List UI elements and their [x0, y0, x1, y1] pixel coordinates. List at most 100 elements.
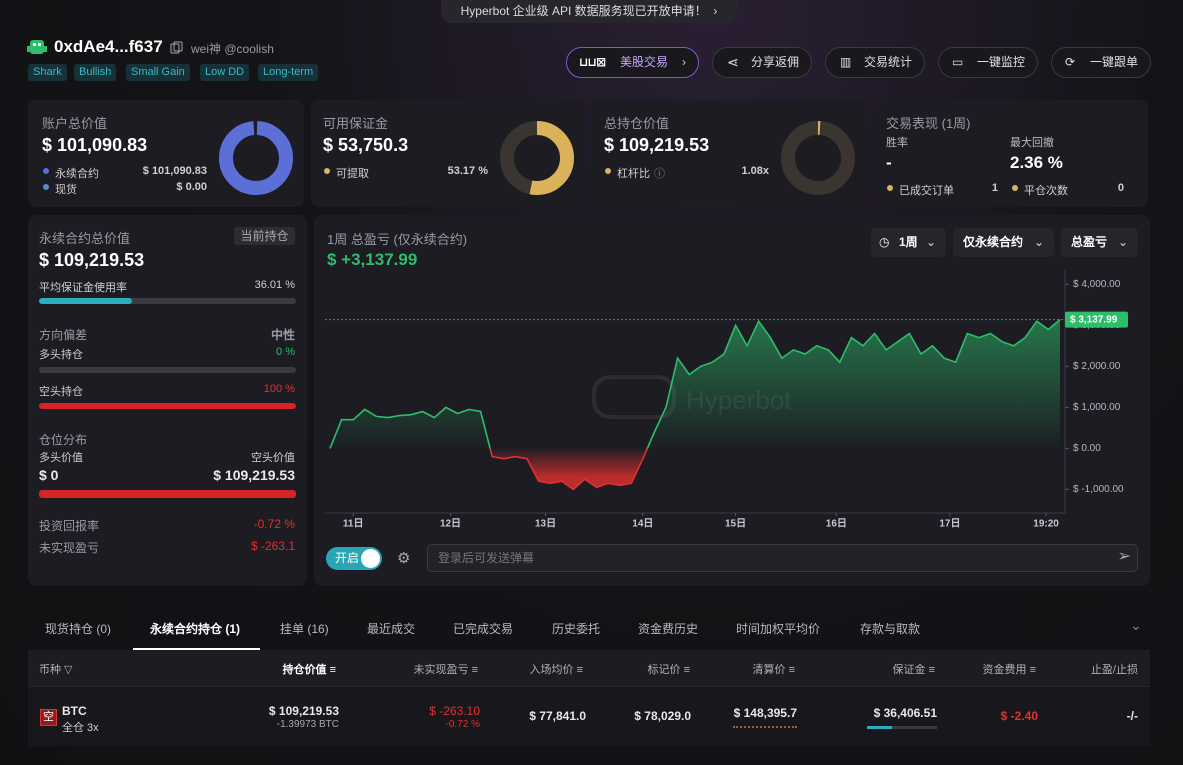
header-label: 币种 — [39, 664, 61, 676]
legend-dot — [605, 168, 611, 174]
banner[interactable]: Hyperbot 企业级 API 数据服务现已开放申请！ › — [441, 0, 737, 23]
legend-dot — [887, 185, 893, 191]
legend-dot — [43, 168, 49, 174]
liquidation-price: $ 148,395.7 — [733, 706, 797, 720]
row-value: 53.17 % — [447, 165, 488, 177]
row-value: 1 — [991, 182, 998, 194]
row-label: 现货 — [55, 184, 77, 196]
us-stock-button[interactable]: ⊔⊔⊠ 美股交易 › — [566, 47, 699, 78]
monitor-button[interactable]: ▭ 一键监控 — [938, 47, 1038, 78]
column-header[interactable]: 币种 ▽ — [39, 664, 73, 676]
tab[interactable]: 资金费历史 — [638, 622, 699, 636]
label: 空头持仓 — [39, 386, 83, 398]
label: 未实现盈亏 — [39, 541, 100, 555]
row-value: 0 — [1117, 182, 1124, 194]
value: 中性 — [270, 328, 295, 342]
header-label: 资金费用 — [982, 664, 1027, 676]
settings-icon[interactable]: ⚙ — [397, 550, 411, 567]
column-header[interactable]: 保证金 ≡ — [892, 664, 935, 676]
column-header[interactable]: 入场均价 ≡ — [529, 664, 583, 676]
position-donut-track — [781, 121, 855, 195]
button-label: 交易统计 — [864, 55, 913, 69]
dropdown-label: 1周 — [899, 235, 918, 249]
column-header[interactable]: 持仓价值 ≡ — [282, 664, 336, 676]
stat-label: 胜率 — [886, 137, 908, 149]
stat-label: 最大回撤 — [1010, 137, 1054, 149]
button-label: 一键监控 — [977, 55, 1026, 69]
label: 多头持仓 — [39, 349, 83, 361]
chart-panel — [314, 215, 1150, 586]
tp-sl[interactable]: -/- — [1126, 709, 1138, 723]
tab[interactable]: 挂单 (16) — [280, 622, 329, 636]
dropdown-label: 仅永续合约 — [963, 235, 1024, 249]
coin[interactable]: BTC — [62, 704, 87, 718]
active-tab-underline — [133, 648, 260, 650]
tag: Bullish — [74, 64, 117, 81]
scope-dropdown[interactable]: 仅永续合约 ⌄ — [953, 228, 1054, 257]
side-badge: 空 — [40, 709, 57, 726]
tab[interactable]: 历史委托 — [552, 622, 601, 636]
danmaku-toggle[interactable]: 开启 — [326, 547, 382, 570]
dropdown-label: 总盈亏 — [1071, 235, 1108, 249]
placeholder: 登录后可发送弹幕 — [438, 551, 535, 565]
card-title: 交易表现 (1周) — [886, 116, 971, 131]
header-label: 止盈/止损 — [1090, 664, 1138, 676]
period-dropdown[interactable]: ◷ 1周 ⌄ — [871, 228, 946, 257]
tab[interactable]: 已完成交易 — [453, 622, 514, 636]
position-size: -1.39973 BTC — [276, 719, 339, 730]
header-label: 保证金 — [892, 664, 926, 676]
stats-button[interactable]: ▥ 交易统计 — [825, 47, 925, 78]
column-header[interactable]: 标记价 ≡ — [647, 664, 690, 676]
danmaku-input[interactable]: 登录后可发送弹幕 ➢ — [427, 544, 1138, 572]
donuts — [219, 120, 855, 195]
row-label: 可提取 — [336, 168, 369, 180]
value: $ -263.1 — [250, 539, 295, 553]
margin-donut — [500, 121, 574, 195]
header-label: 标记价 — [647, 664, 681, 676]
value: 36.01 % — [254, 279, 295, 291]
label: 投资回报率 — [39, 519, 100, 533]
upnl-roi: -0.72 % — [445, 719, 480, 730]
copy-icon[interactable] — [170, 41, 183, 54]
row-value: 1.08x — [741, 165, 769, 177]
stat-value: 2.36 % — [1010, 153, 1063, 172]
toggle-label: 开启 — [335, 551, 360, 565]
column-header[interactable]: 清算价 ≡ — [752, 664, 795, 676]
value: $ 109,219.53 — [213, 467, 295, 483]
value: 0 % — [276, 346, 295, 358]
card-title: 总持仓价值 — [604, 116, 670, 131]
header-label: 持仓价值 — [282, 664, 327, 676]
funding: $ -2.40 — [1000, 709, 1038, 723]
tab[interactable]: 永续合约持仓 (1) — [150, 622, 241, 636]
margin: $ 36,406.51 — [873, 706, 937, 720]
help-icon[interactable]: ⓘ — [654, 168, 665, 180]
performance-card — [873, 100, 1148, 207]
metric-dropdown[interactable]: 总盈亏 ⌄ — [1061, 228, 1138, 257]
tag: Low DD — [200, 64, 250, 81]
usage-bar — [39, 298, 296, 304]
badge: 当前持仓 — [234, 227, 295, 245]
share-button[interactable]: ⋖ 分享返佣 — [712, 47, 812, 78]
upnl: $ -263.10 — [429, 704, 480, 718]
table-row — [28, 686, 1150, 746]
collapse-icon[interactable]: ⌄ — [1130, 617, 1142, 633]
column-header[interactable]: 资金费用 ≡ — [982, 664, 1036, 676]
tab[interactable]: 现货持仓 (0) — [45, 622, 112, 636]
long-bar — [39, 367, 296, 373]
copy-trade-button[interactable]: ⟳ 一键跟单 — [1051, 47, 1151, 78]
chart-total: $ +3,137.99 — [327, 250, 418, 269]
perp-panel — [28, 215, 307, 586]
column-header[interactable]: 未实现盈亏 ≡ — [413, 664, 478, 676]
tab[interactable]: 存款与取款 — [860, 622, 921, 636]
button-label: 美股交易 — [620, 55, 669, 69]
avatar — [27, 40, 47, 54]
tab[interactable]: 最近成交 — [367, 622, 416, 636]
position-value: $ 109,219.53 — [268, 704, 339, 718]
margin-bar — [867, 726, 937, 729]
label: 平均保证金使用率 — [39, 282, 127, 294]
usage-fill — [39, 298, 132, 304]
tab[interactable]: 时间加权平均价 — [736, 622, 821, 636]
label: 多头价值 — [39, 452, 83, 464]
legend-dot — [1012, 185, 1018, 191]
banner-text: Hyperbot 企业级 API 数据服务现已开放申请！ — [460, 4, 707, 18]
